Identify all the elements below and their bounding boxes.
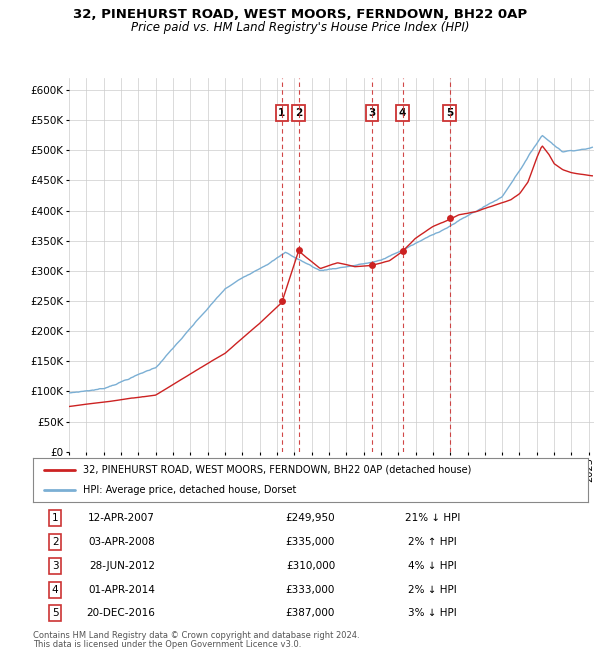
Text: This data is licensed under the Open Government Licence v3.0.: This data is licensed under the Open Gov…: [33, 640, 301, 649]
Text: Contains HM Land Registry data © Crown copyright and database right 2024.: Contains HM Land Registry data © Crown c…: [33, 630, 359, 640]
Text: £387,000: £387,000: [286, 608, 335, 618]
Text: 32, PINEHURST ROAD, WEST MOORS, FERNDOWN, BH22 0AP (detached house): 32, PINEHURST ROAD, WEST MOORS, FERNDOWN…: [83, 465, 472, 474]
Text: 2: 2: [52, 537, 59, 547]
Text: 3: 3: [368, 108, 376, 118]
Text: 1: 1: [52, 514, 59, 523]
Text: 01-APR-2014: 01-APR-2014: [88, 584, 155, 595]
Text: 4: 4: [399, 108, 406, 118]
Text: 2% ↓ HPI: 2% ↓ HPI: [408, 584, 457, 595]
Text: £310,000: £310,000: [286, 561, 335, 571]
Text: 4% ↓ HPI: 4% ↓ HPI: [408, 561, 457, 571]
Text: £335,000: £335,000: [286, 537, 335, 547]
Text: Price paid vs. HM Land Registry's House Price Index (HPI): Price paid vs. HM Land Registry's House …: [131, 21, 469, 34]
Text: 2% ↑ HPI: 2% ↑ HPI: [408, 537, 457, 547]
Text: 5: 5: [52, 608, 59, 618]
Text: 1: 1: [278, 108, 286, 118]
Text: £333,000: £333,000: [286, 584, 335, 595]
Text: £249,950: £249,950: [286, 514, 335, 523]
Text: HPI: Average price, detached house, Dorset: HPI: Average price, detached house, Dors…: [83, 485, 296, 495]
Text: 12-APR-2007: 12-APR-2007: [88, 514, 155, 523]
Text: 21% ↓ HPI: 21% ↓ HPI: [405, 514, 460, 523]
Text: 28-JUN-2012: 28-JUN-2012: [89, 561, 155, 571]
Text: 3: 3: [52, 561, 59, 571]
Text: 20-DEC-2016: 20-DEC-2016: [86, 608, 155, 618]
Text: 03-APR-2008: 03-APR-2008: [88, 537, 155, 547]
Text: 32, PINEHURST ROAD, WEST MOORS, FERNDOWN, BH22 0AP: 32, PINEHURST ROAD, WEST MOORS, FERNDOWN…: [73, 8, 527, 21]
Text: 2: 2: [295, 108, 302, 118]
Text: 3% ↓ HPI: 3% ↓ HPI: [408, 608, 457, 618]
Text: 4: 4: [52, 584, 59, 595]
Text: 5: 5: [446, 108, 453, 118]
